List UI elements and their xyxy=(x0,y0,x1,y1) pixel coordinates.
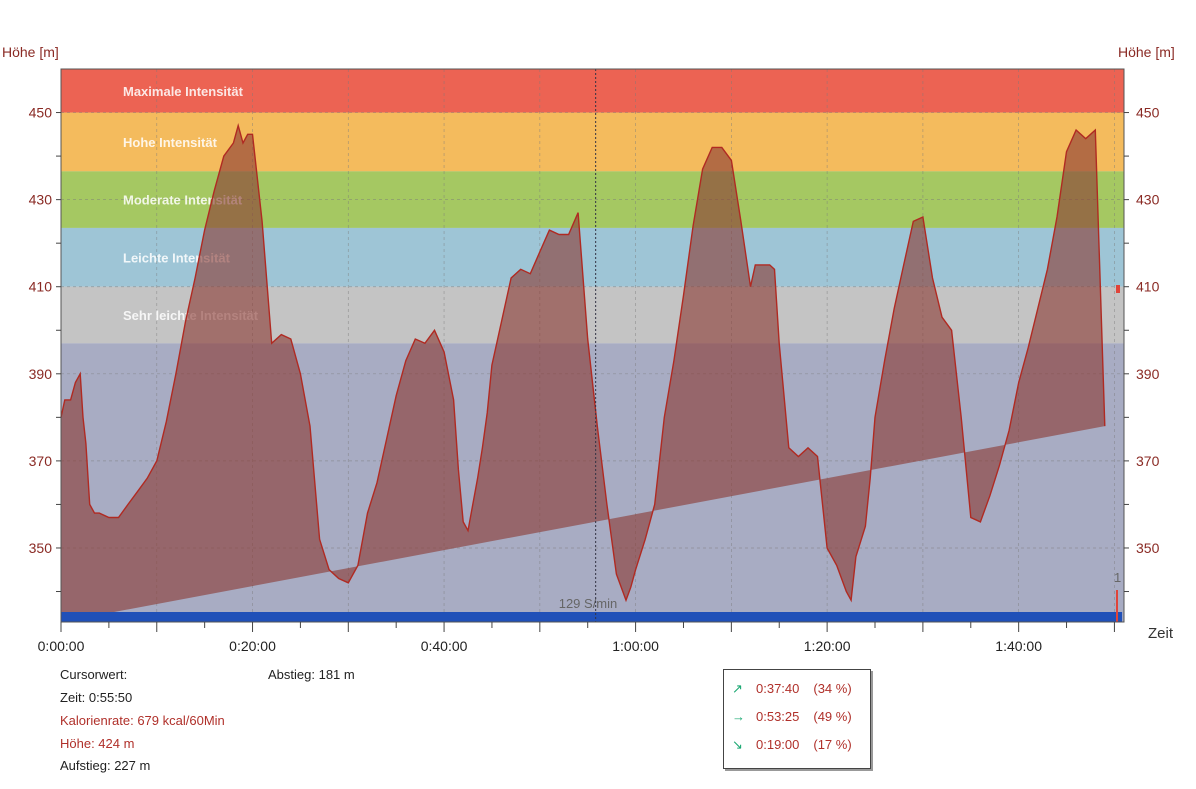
plot-frame xyxy=(60,68,1125,623)
y-tick-label-left: 390 xyxy=(29,366,53,382)
zone-label: Hohe Intensität xyxy=(123,135,218,150)
y-tick-label-right: 390 xyxy=(1136,366,1160,382)
stat-row-flat: → 0:53:25 (49 %) xyxy=(732,709,852,724)
elevation-line xyxy=(60,122,1106,603)
y-tick-label-left: 430 xyxy=(29,192,53,208)
cursor-abstieg: Abstieg: 181 m xyxy=(268,667,355,682)
y-tick-label-left: 410 xyxy=(29,279,53,295)
arrow-right-icon: → xyxy=(732,709,745,724)
cursor-heading: Cursorwert: xyxy=(60,667,128,682)
y-tick-label-right: 370 xyxy=(1136,453,1160,469)
stat-time: 0:37:40 xyxy=(756,681,800,696)
stat-percent: (34 %) xyxy=(813,681,852,696)
stat-row-ascent: ↗ 0:37:40 (34 %) xyxy=(732,681,852,697)
intensity-zone xyxy=(61,69,1124,113)
y-tick-label-right: 410 xyxy=(1136,279,1160,295)
y-axis-label-right: Höhe [m] xyxy=(1118,44,1175,60)
y-tick-label-left: 350 xyxy=(29,540,53,556)
stat-time: 0:53:25 xyxy=(756,709,800,724)
x-tick-label: 1:00:00 xyxy=(612,638,659,654)
stat-time: 0:19:00 xyxy=(756,737,800,752)
x-tick-label: 1:20:00 xyxy=(804,638,851,654)
cursor-aufstieg: Aufstieg: 227 m xyxy=(60,758,151,773)
y-tick-label-left: 370 xyxy=(29,453,53,469)
gradient-stats-box: ↗ 0:37:40 (34 %) → 0:53:25 (49 %) ↘ 0:19:00 (1… xyxy=(723,669,871,769)
y-tick-label-left: 450 xyxy=(29,105,53,121)
arrow-up-right-icon: ↗ xyxy=(732,681,743,696)
x-tick-label: 0:00:00 xyxy=(38,638,85,654)
x-axis-label: Zeit xyxy=(1148,625,1174,642)
intensity-zone xyxy=(61,112,1124,172)
cadence-bar xyxy=(61,612,1123,622)
zone-label: Maximale Intensität xyxy=(123,84,244,99)
x-tick-label: 0:40:00 xyxy=(421,638,468,654)
y-tick-label-right: 350 xyxy=(1136,540,1160,556)
x-tick-label: 0:20:00 xyxy=(229,638,276,654)
end-marker-label: 1 xyxy=(1114,570,1121,585)
x-tick-label: 1:40:00 xyxy=(995,638,1042,654)
right-edge-marker xyxy=(1116,285,1120,293)
elevation-area xyxy=(61,125,1105,622)
cadence-label: 129 S/min xyxy=(559,596,618,611)
stat-percent: (17 %) xyxy=(813,737,852,752)
y-tick-label-right: 430 xyxy=(1136,192,1160,208)
cursor-hoehe: Höhe: 424 m xyxy=(60,736,135,751)
y-tick-label-right: 450 xyxy=(1136,105,1160,121)
arrow-down-right-icon: ↘ xyxy=(732,737,743,752)
cursor-zeit: Zeit: 0:55:50 xyxy=(60,690,133,705)
cursor-kalorienrate: Kalorienrate: 679 kcal/60Min xyxy=(60,713,225,728)
stat-percent: (49 %) xyxy=(813,709,852,724)
y-axis-label-left: Höhe [m] xyxy=(2,44,59,60)
stat-row-descent: ↘ 0:19:00 (17 %) xyxy=(732,737,852,753)
